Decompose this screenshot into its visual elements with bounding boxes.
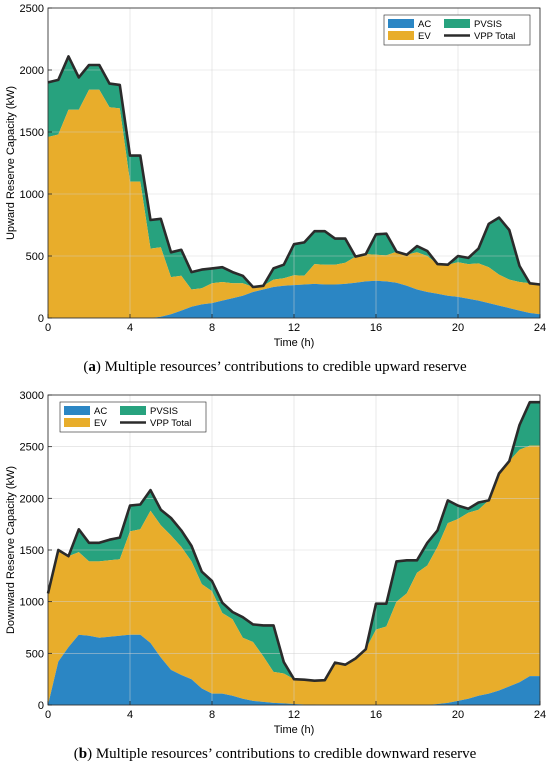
legend-label-ac: AC <box>418 19 431 30</box>
y-tick-label: 2500 <box>20 3 44 15</box>
legend-swatch-pvsis <box>444 19 470 28</box>
x-tick-label: 4 <box>127 322 133 334</box>
y-tick-label: 2500 <box>20 442 44 454</box>
series-area-pvsis <box>48 56 540 290</box>
y-tick-label: 2000 <box>20 493 44 505</box>
x-tick-label: 8 <box>209 322 215 334</box>
y-tick-label: 1000 <box>20 189 44 201</box>
chart-legend: AC PVSIS EV VPP Total <box>383 14 531 46</box>
legend-label-total: VPP Total <box>474 31 515 42</box>
series-area-ac <box>48 634 540 705</box>
chart-panel-upward: 0 4 8 12 16 20 24 0 500 1000 1500 2000 2500 Time (h) U… <box>5 3 546 375</box>
caption-downward: (b) Multiple resources’ contributions to… <box>73 746 477 762</box>
chart-panel-downward: 0 4 8 12 16 20 24 0 500 1000 1500 2000 2500 3000 Time … <box>0 387 550 774</box>
upward-reserve-chart: 0 4 8 12 16 20 24 0 500 1000 1500 2000 2500 Time (h) U… <box>5 3 546 349</box>
y-axis-label: Downward Reserve Capacity (kW) <box>5 466 17 634</box>
x-tick-label: 20 <box>452 709 464 721</box>
legend-swatch-pvsis <box>120 406 146 415</box>
caption-text: Multiple resources’ contributions to cre… <box>104 359 467 375</box>
x-tick-label: 24 <box>534 322 546 334</box>
x-tick-label: 0 <box>45 709 51 721</box>
y-tick-label: 3000 <box>20 390 44 402</box>
x-tick-label: 4 <box>127 709 133 721</box>
y-tick-label: 2000 <box>20 65 44 77</box>
x-tick-label: 12 <box>288 322 300 334</box>
y-tick-label: 0 <box>38 313 44 325</box>
x-tick-label: 0 <box>45 322 51 334</box>
y-tick-label: 1000 <box>20 597 44 609</box>
y-tick-label: 0 <box>38 700 44 712</box>
x-tick-label: 12 <box>288 709 300 721</box>
y-tick-label: 1500 <box>20 127 44 139</box>
caption-letter: a <box>88 359 96 375</box>
caption-letter: b <box>78 746 88 762</box>
x-tick-label: 24 <box>534 709 546 721</box>
downward-reserve-chart: 0 4 8 12 16 20 24 0 500 1000 1500 2000 2500 3000 Time … <box>5 390 546 736</box>
y-axis-label: Upward Reserve Capacity (kW) <box>5 86 17 240</box>
x-tick-label: 16 <box>370 322 382 334</box>
legend-label-ac: AC <box>94 406 107 417</box>
x-axis-label: Time (h) <box>274 724 315 736</box>
legend-label-ev: EV <box>94 418 107 429</box>
legend-swatch-ac <box>64 406 90 415</box>
x-tick-label: 8 <box>209 709 215 721</box>
legend-swatch-ac <box>388 19 414 28</box>
x-axis-label: Time (h) <box>274 337 315 349</box>
legend-label-ev: EV <box>418 31 431 42</box>
series-line-vpp-total <box>47 55 541 289</box>
series-area-ev <box>48 445 540 705</box>
legend-label-total: VPP Total <box>150 418 191 429</box>
legend-swatch-ev <box>388 31 414 40</box>
chart-legend: AC PVSIS EV VPP Total <box>59 401 207 433</box>
y-tick-label: 500 <box>26 251 44 263</box>
caption-text: Multiple resources’ contributions to cre… <box>95 746 477 762</box>
series-area-ev <box>48 89 540 318</box>
legend-label-pvsis: PVSIS <box>474 19 502 30</box>
x-tick-label: 20 <box>452 322 464 334</box>
y-tick-label: 1500 <box>20 545 44 557</box>
legend-swatch-ev <box>64 418 90 427</box>
x-tick-label: 16 <box>370 709 382 721</box>
series-line-vpp-total <box>46 400 540 682</box>
caption-upward: (a) Multiple resources’ contributions to… <box>83 359 467 375</box>
y-tick-label: 500 <box>26 648 44 660</box>
legend-label-pvsis: PVSIS <box>150 406 178 417</box>
